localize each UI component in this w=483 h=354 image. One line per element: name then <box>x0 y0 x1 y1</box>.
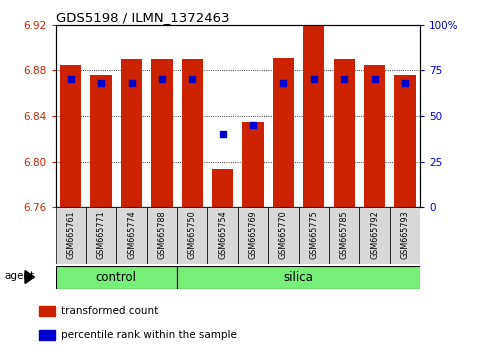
Text: GSM665770: GSM665770 <box>279 210 288 258</box>
Bar <box>364 65 385 207</box>
Point <box>401 80 409 86</box>
Point <box>341 77 348 82</box>
Bar <box>395 75 416 207</box>
FancyBboxPatch shape <box>390 207 420 264</box>
Text: percentile rank within the sample: percentile rank within the sample <box>60 330 237 340</box>
Bar <box>39 330 55 340</box>
Text: GSM665774: GSM665774 <box>127 210 136 258</box>
Text: GSM665775: GSM665775 <box>309 210 318 259</box>
Point <box>188 77 196 82</box>
FancyBboxPatch shape <box>177 266 420 289</box>
Text: GSM665785: GSM665785 <box>340 210 349 258</box>
Text: GSM665769: GSM665769 <box>249 210 257 258</box>
Text: GSM665771: GSM665771 <box>97 210 106 258</box>
Text: GSM665788: GSM665788 <box>157 210 167 258</box>
FancyBboxPatch shape <box>268 207 298 264</box>
Bar <box>90 75 112 207</box>
Point <box>371 77 379 82</box>
Bar <box>212 170 233 207</box>
Point <box>97 80 105 86</box>
FancyBboxPatch shape <box>56 266 177 289</box>
Point <box>280 80 287 86</box>
Bar <box>273 58 294 207</box>
Polygon shape <box>25 270 34 284</box>
Text: GSM665793: GSM665793 <box>400 210 410 258</box>
Text: GDS5198 / ILMN_1372463: GDS5198 / ILMN_1372463 <box>56 11 229 24</box>
Point <box>310 77 318 82</box>
Bar <box>151 59 172 207</box>
FancyBboxPatch shape <box>329 207 359 264</box>
FancyBboxPatch shape <box>298 207 329 264</box>
Point <box>67 77 74 82</box>
Bar <box>303 25 325 207</box>
Point <box>219 131 227 137</box>
Bar <box>182 59 203 207</box>
Bar <box>39 306 55 316</box>
Text: GSM665754: GSM665754 <box>218 210 227 258</box>
Bar <box>60 65 81 207</box>
Text: silica: silica <box>284 270 313 284</box>
Bar <box>334 59 355 207</box>
FancyBboxPatch shape <box>86 207 116 264</box>
Text: GSM665792: GSM665792 <box>370 210 379 259</box>
Text: GSM665750: GSM665750 <box>188 210 197 258</box>
Point <box>158 77 166 82</box>
FancyBboxPatch shape <box>177 207 208 264</box>
Text: GSM665761: GSM665761 <box>66 210 75 258</box>
FancyBboxPatch shape <box>359 207 390 264</box>
FancyBboxPatch shape <box>238 207 268 264</box>
FancyBboxPatch shape <box>208 207 238 264</box>
Bar <box>242 122 264 207</box>
FancyBboxPatch shape <box>56 207 86 264</box>
FancyBboxPatch shape <box>116 207 147 264</box>
Point <box>249 122 257 128</box>
Text: control: control <box>96 270 137 284</box>
FancyBboxPatch shape <box>147 207 177 264</box>
Bar <box>121 59 142 207</box>
Text: agent: agent <box>4 271 35 281</box>
Text: transformed count: transformed count <box>60 306 158 316</box>
Point <box>128 80 135 86</box>
